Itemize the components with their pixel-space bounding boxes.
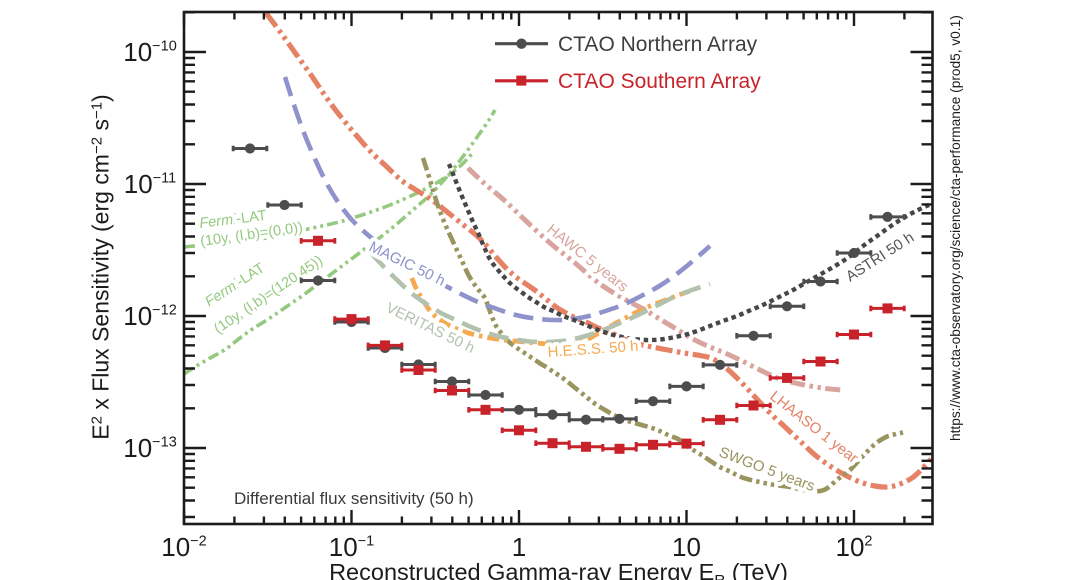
svg-text:CTAO Southern Array: CTAO Southern Array <box>558 70 761 93</box>
svg-text:Reconstructed Gamma-ray Energy: Reconstructed Gamma-ray Energy ER (TeV) <box>329 559 788 580</box>
svg-text:1: 1 <box>512 532 526 562</box>
svg-text:10: 10 <box>672 532 701 562</box>
svg-text:Differential flux sensitivity: Differential flux sensitivity (50 h) <box>234 489 474 508</box>
svg-text:E2 x Flux Sensitivity (erg cm−: E2 x Flux Sensitivity (erg cm−2 s−1) <box>88 94 114 439</box>
svg-text:102: 102 <box>836 532 873 562</box>
svg-text:10−12: 10−12 <box>123 301 177 331</box>
svg-text:CTAO Northern Array: CTAO Northern Array <box>558 33 758 56</box>
svg-text:https://www.cta-observatory.or: https://www.cta-observatory.org/science/… <box>948 15 963 441</box>
